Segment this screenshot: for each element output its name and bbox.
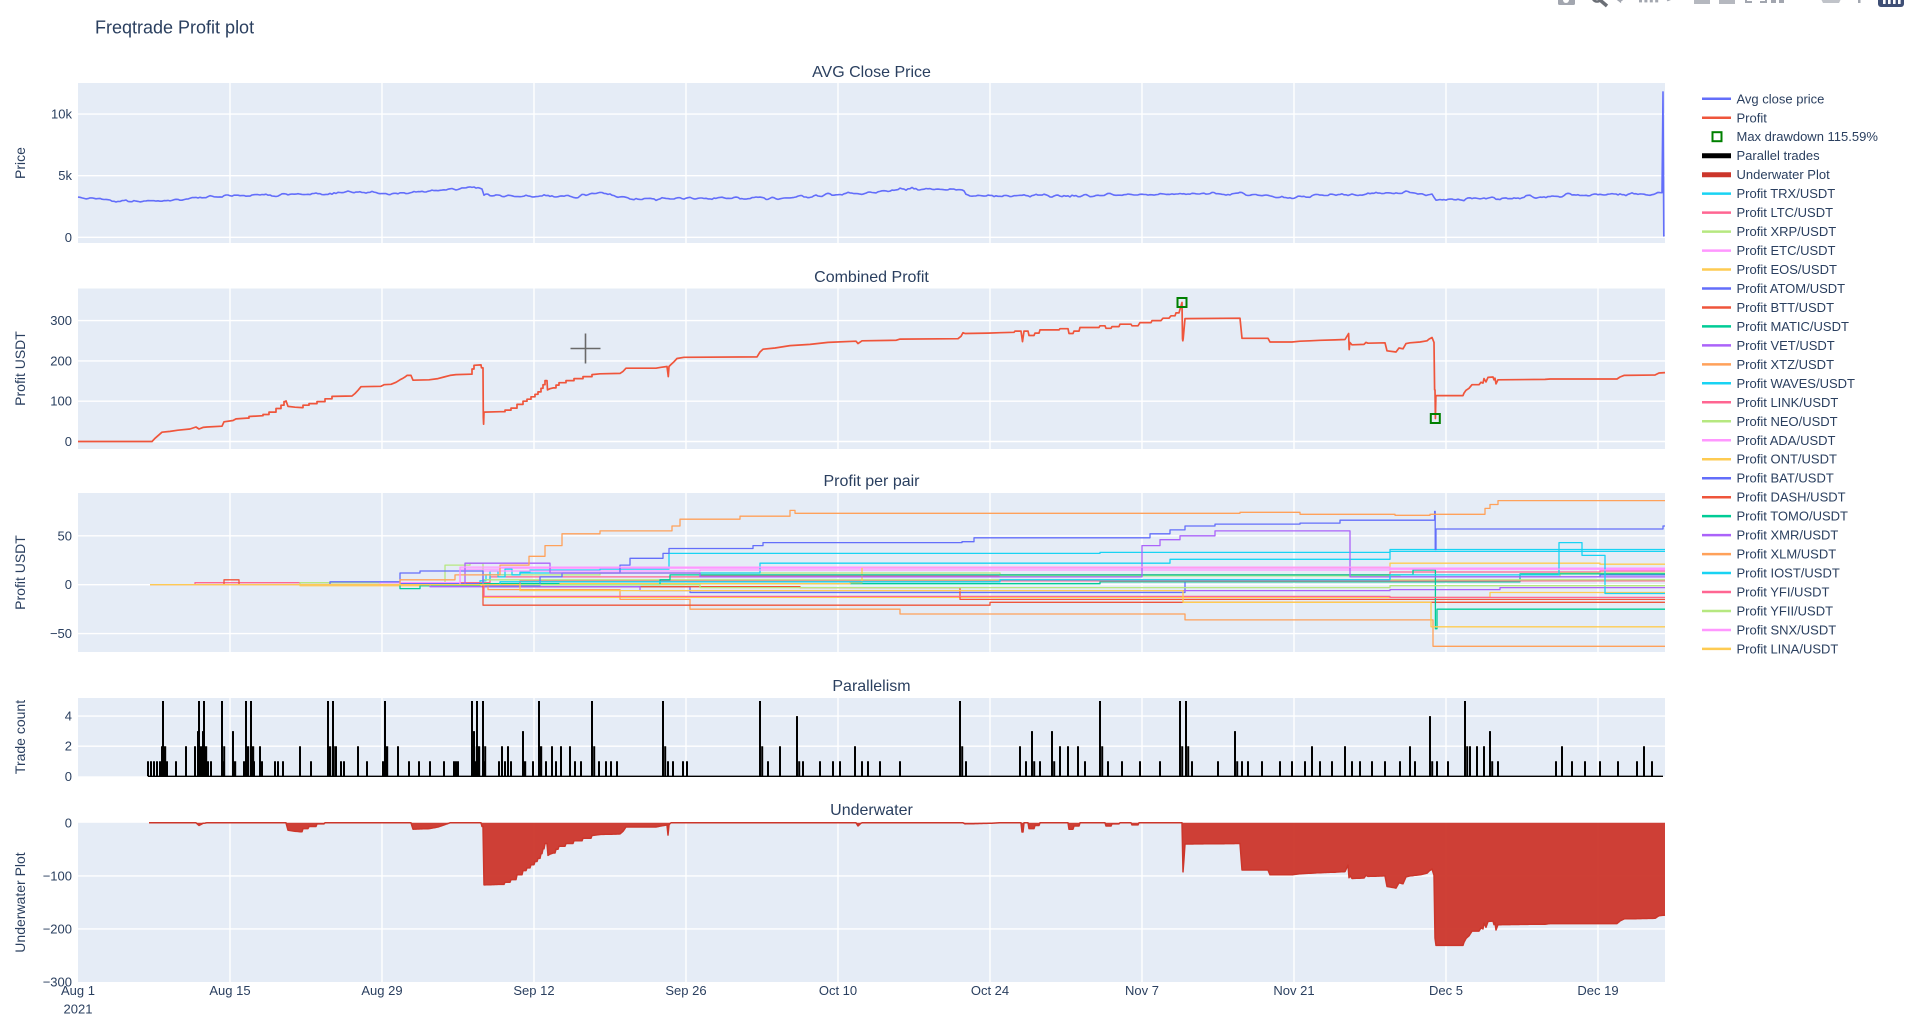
svg-text:Profit LTC/USDT: Profit LTC/USDT — [1737, 205, 1834, 220]
svg-text:−300: −300 — [43, 975, 72, 990]
svg-text:10k: 10k — [51, 107, 72, 122]
svg-text:Profit XLM/USDT: Profit XLM/USDT — [1737, 547, 1837, 562]
svg-text:Parallelism: Parallelism — [832, 678, 910, 695]
svg-text:Underwater Plot: Underwater Plot — [1737, 167, 1831, 182]
svg-text:Trade count: Trade count — [12, 700, 28, 774]
svg-text:Oct 24: Oct 24 — [971, 983, 1009, 998]
svg-text:Profit: Profit — [1737, 110, 1768, 125]
svg-text:Sep 12: Sep 12 — [513, 983, 554, 998]
svg-text:Profit IOST/USDT: Profit IOST/USDT — [1737, 566, 1840, 581]
svg-text:Sep 26: Sep 26 — [665, 983, 706, 998]
svg-text:Profit YFII/USDT: Profit YFII/USDT — [1737, 604, 1834, 619]
svg-text:Profit MATIC/USDT: Profit MATIC/USDT — [1737, 319, 1849, 334]
svg-text:4: 4 — [65, 709, 72, 724]
svg-text:Avg close price: Avg close price — [1737, 91, 1825, 106]
svg-text:AVG Close Price: AVG Close Price — [812, 64, 931, 81]
svg-text:Aug 1: Aug 1 — [61, 983, 95, 998]
svg-text:Profit NEO/USDT: Profit NEO/USDT — [1737, 414, 1838, 429]
svg-text:Profit XTZ/USDT: Profit XTZ/USDT — [1737, 357, 1835, 372]
svg-text:Underwater: Underwater — [830, 802, 913, 819]
svg-text:Profit YFI/USDT: Profit YFI/USDT — [1737, 585, 1830, 600]
svg-text:Profit BTT/USDT: Profit BTT/USDT — [1737, 300, 1835, 315]
svg-text:Profit ONT/USDT: Profit ONT/USDT — [1737, 452, 1837, 467]
svg-text:Profit per pair: Profit per pair — [823, 473, 920, 490]
svg-text:Price: Price — [12, 147, 28, 179]
svg-text:Profit SNX/USDT: Profit SNX/USDT — [1737, 623, 1837, 638]
svg-text:Nov 21: Nov 21 — [1273, 983, 1314, 998]
svg-text:Profit LINK/USDT: Profit LINK/USDT — [1737, 395, 1839, 410]
svg-text:Combined Profit: Combined Profit — [814, 269, 929, 286]
svg-text:−100: −100 — [43, 868, 72, 883]
svg-text:Profit TOMO/USDT: Profit TOMO/USDT — [1737, 509, 1849, 524]
svg-text:50: 50 — [58, 528, 72, 543]
svg-text:Profit ADA/USDT: Profit ADA/USDT — [1737, 433, 1836, 448]
svg-text:Profit BAT/USDT: Profit BAT/USDT — [1737, 471, 1834, 486]
svg-text:Profit LINA/USDT: Profit LINA/USDT — [1737, 641, 1839, 656]
svg-text:0: 0 — [65, 815, 72, 830]
svg-text:Dec 19: Dec 19 — [1577, 983, 1618, 998]
svg-text:0: 0 — [65, 769, 72, 784]
svg-text:5k: 5k — [58, 168, 72, 183]
svg-text:−200: −200 — [43, 921, 72, 936]
svg-text:Profit TRX/USDT: Profit TRX/USDT — [1737, 186, 1836, 201]
svg-text:100: 100 — [50, 394, 72, 409]
svg-text:Aug 15: Aug 15 — [209, 983, 250, 998]
svg-text:Profit VET/USDT: Profit VET/USDT — [1737, 338, 1835, 353]
svg-text:Profit USDT: Profit USDT — [12, 535, 28, 610]
svg-text:Profit DASH/USDT: Profit DASH/USDT — [1737, 490, 1846, 505]
svg-text:Aug 29: Aug 29 — [361, 983, 402, 998]
svg-text:Max drawdown 115.59%: Max drawdown 115.59% — [1737, 129, 1879, 144]
svg-text:Nov 7: Nov 7 — [1125, 983, 1159, 998]
svg-text:Profit XMR/USDT: Profit XMR/USDT — [1737, 528, 1839, 543]
svg-text:200: 200 — [50, 353, 72, 368]
svg-text:Freqtrade Profit plot: Freqtrade Profit plot — [95, 18, 254, 38]
svg-text:Profit ETC/USDT: Profit ETC/USDT — [1737, 243, 1836, 258]
svg-text:−50: −50 — [50, 626, 72, 641]
svg-text:0: 0 — [65, 230, 72, 245]
svg-text:2: 2 — [65, 739, 72, 754]
svg-text:Dec 5: Dec 5 — [1429, 983, 1463, 998]
svg-text:300: 300 — [50, 313, 72, 328]
svg-text:Profit XRP/USDT: Profit XRP/USDT — [1737, 224, 1837, 239]
svg-text:0: 0 — [65, 577, 72, 592]
svg-text:Profit USDT: Profit USDT — [12, 331, 28, 406]
svg-text:Profit WAVES/USDT: Profit WAVES/USDT — [1737, 376, 1856, 391]
svg-text:Profit EOS/USDT: Profit EOS/USDT — [1737, 262, 1837, 277]
svg-text:Parallel trades: Parallel trades — [1737, 148, 1821, 163]
svg-text:Oct 10: Oct 10 — [819, 983, 857, 998]
svg-text:Underwater Plot: Underwater Plot — [12, 852, 28, 952]
svg-text:2021: 2021 — [64, 1002, 93, 1017]
svg-text:Profit ATOM/USDT: Profit ATOM/USDT — [1737, 281, 1846, 296]
svg-text:0: 0 — [65, 434, 72, 449]
